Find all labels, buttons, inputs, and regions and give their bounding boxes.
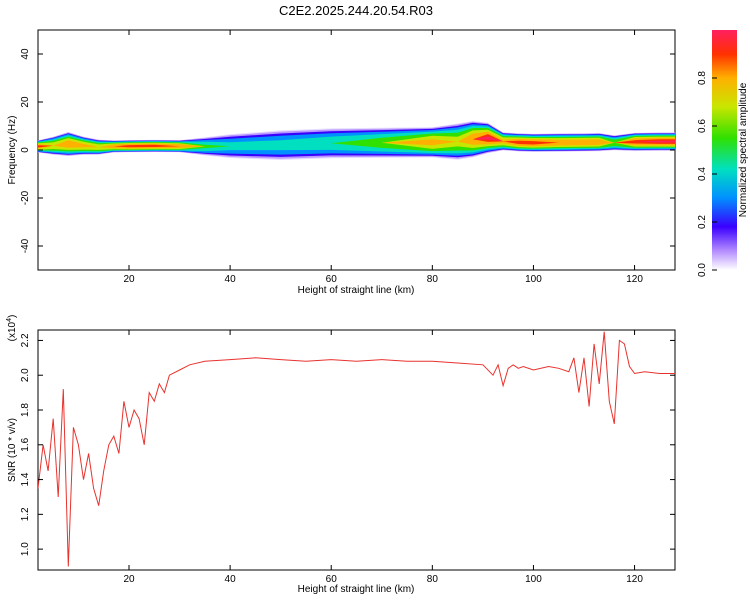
spectrogram-ytick-label: 0 <box>20 147 31 153</box>
colorbar: 0.0 0.2 0.4 0.6 0.8 Normalized spectral ampl… <box>697 30 749 277</box>
snr-ytick-label: 1.2 <box>20 507 31 521</box>
snr-ytick-label: 2.2 <box>20 333 31 347</box>
chart-title: C2E2.2025.244.20.54.R03 <box>279 3 433 18</box>
colorbar-scale <box>712 30 737 270</box>
spectrogram-xtick-label: 40 <box>225 274 237 285</box>
colorbar-tick-label: 0.0 <box>697 263 708 277</box>
spectrogram-panel: 20 40 60 80 100 120 -40 -20 0 20 40 Height of stra… <box>7 29 676 296</box>
spectrogram-axes: 20 40 60 80 100 120 -40 -20 0 20 40 <box>20 30 675 285</box>
snr-ytick-label: 1.4 <box>20 472 31 486</box>
colorbar-label: Normalized spectral amplitude <box>738 82 749 217</box>
spectrogram-xtick-label: 60 <box>326 274 338 285</box>
spectrogram-ridge <box>38 121 675 160</box>
snr-xtick-label: 100 <box>525 574 542 585</box>
spectrogram-ytick-label: -40 <box>20 238 31 253</box>
snr-panel: 20 40 60 80 100 120 1.0 1.2 1.4 1.6 1.8 2.0 2.2 Heig… <box>6 315 676 595</box>
spectrogram-xlabel: Height of straight line (km) <box>298 285 415 296</box>
snr-multiplier-base: (x10 <box>7 321 18 341</box>
spectrogram-xtick-label: 120 <box>626 274 643 285</box>
spectrogram-xtick-label: 20 <box>123 274 135 285</box>
snr-xtick-label: 80 <box>427 574 439 585</box>
snr-ytick-label: 2.0 <box>20 368 31 382</box>
snr-ylabel: SNR (10 * v/v) <box>7 418 18 482</box>
snr-xtick-label: 20 <box>123 574 135 585</box>
colorbar-tick-label: 0.2 <box>697 215 708 229</box>
spectrogram-ytick-label: 20 <box>20 96 31 108</box>
snr-xtick-label: 60 <box>326 574 338 585</box>
snr-xtick-label: 40 <box>225 574 237 585</box>
snr-frame <box>37 329 676 571</box>
spectrogram-ylabel: Frequency (Hz) <box>7 116 18 185</box>
snr-multiplier-exp: 4 <box>6 318 13 322</box>
snr-ytick-label: 1.0 <box>20 542 31 556</box>
colorbar-ticks: 0.0 0.2 0.4 0.6 0.8 <box>697 71 717 277</box>
colorbar-tick-label: 0.6 <box>697 119 708 133</box>
colorbar-tick-label: 0.8 <box>697 71 708 85</box>
colorbar-tick-label: 0.4 <box>697 167 708 181</box>
spectrogram-ytick-label: -20 <box>20 190 31 205</box>
snr-xtick-label: 120 <box>626 574 643 585</box>
snr-axes: 20 40 60 80 100 120 1.0 1.2 1.4 1.6 1.8 2.0 2.2 <box>20 330 675 585</box>
spectrogram-xtick-label: 80 <box>427 274 439 285</box>
snr-multiplier: (x104) <box>6 315 18 342</box>
snr-multiplier-close: ) <box>7 315 18 318</box>
spectrogram-xtick-label: 100 <box>525 274 542 285</box>
snr-ytick-label: 1.8 <box>20 403 31 417</box>
snr-xlabel: Height of straight line (km) <box>298 584 415 595</box>
spectrogram-ytick-label: 40 <box>20 48 31 60</box>
snr-series-line <box>38 331 675 567</box>
spectrogram-band <box>38 131 675 149</box>
snr-ytick-label: 1.6 <box>20 437 31 451</box>
